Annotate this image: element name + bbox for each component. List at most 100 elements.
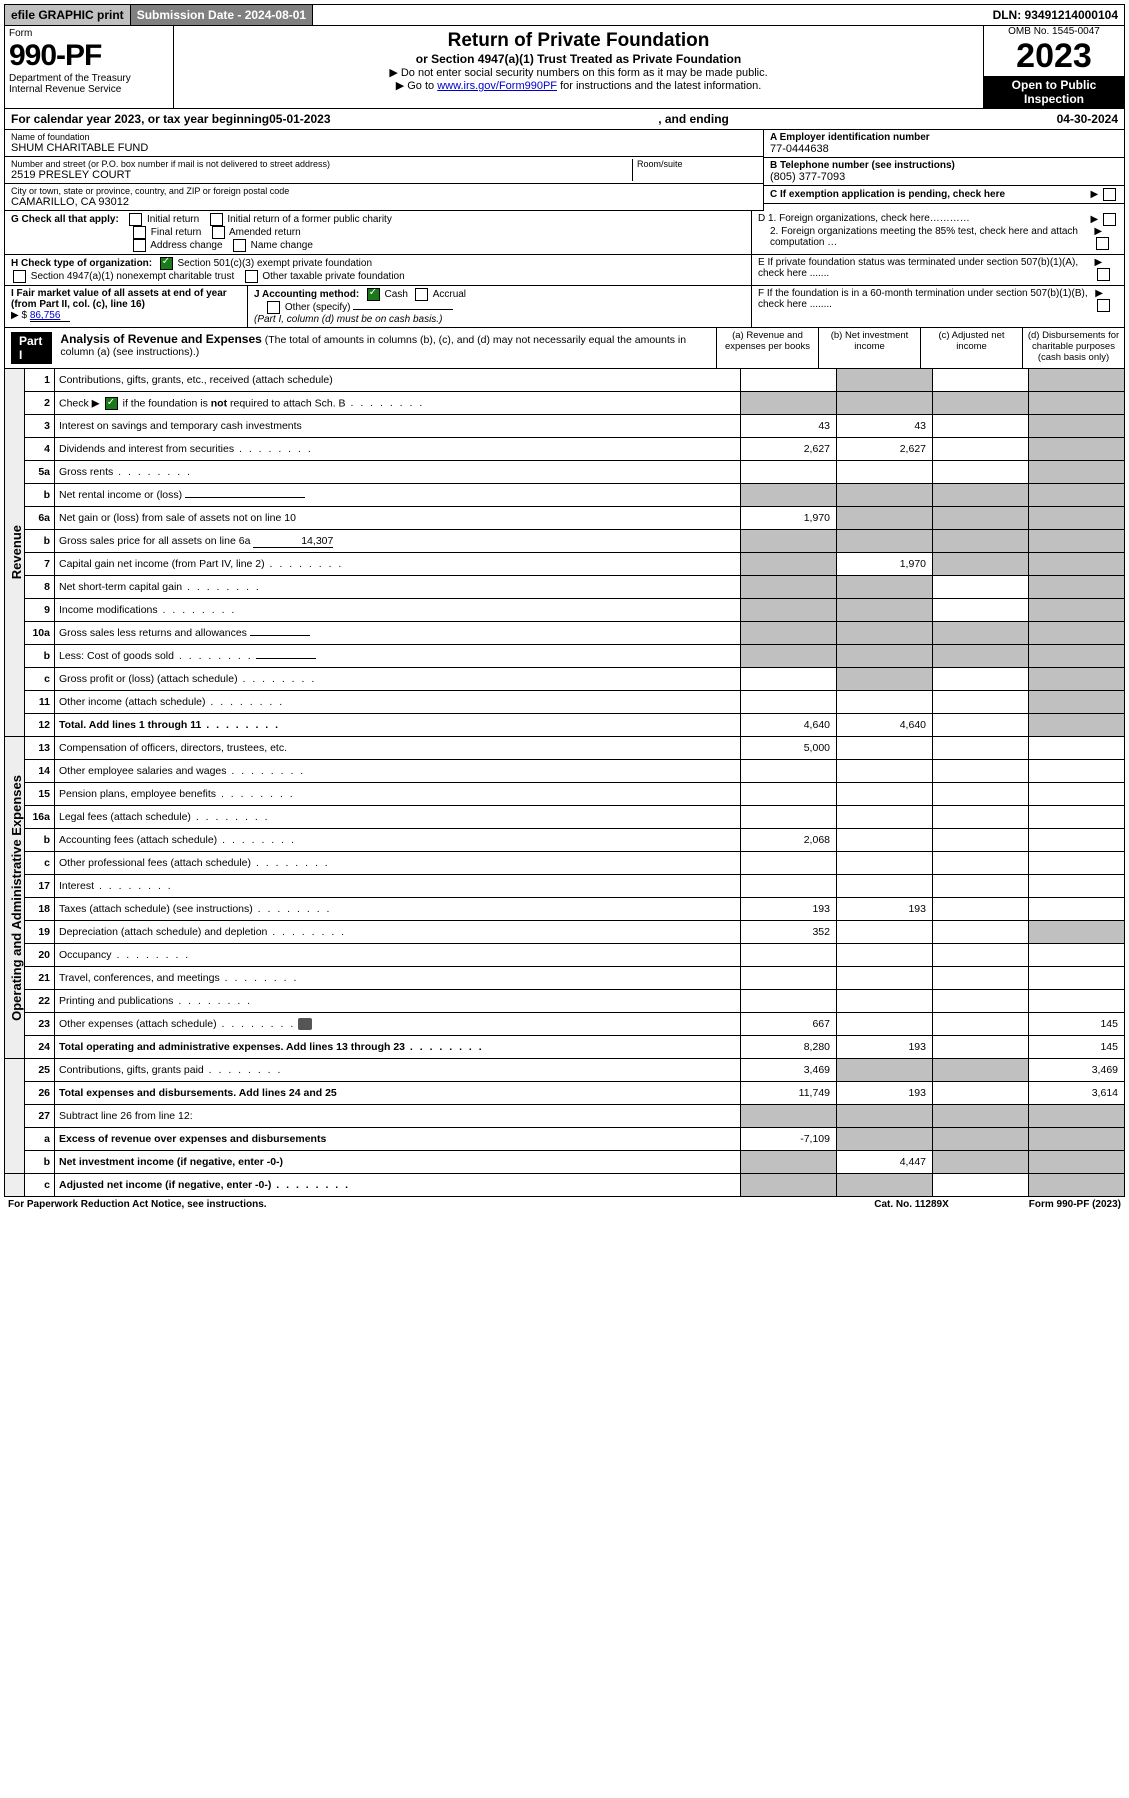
omb: OMB No. 1545-0047 [984,26,1124,37]
form-subtitle: or Section 4947(a)(1) Trust Treated as P… [178,52,979,66]
ty-begin: 05-01-2023 [269,112,330,126]
d2-checkbox[interactable] [1096,237,1109,250]
g-d-row: G Check all that apply: Initial return I… [4,211,1125,255]
g-name-checkbox[interactable] [233,239,246,252]
foundation-name: SHUM CHARITABLE FUND [11,142,757,154]
row-12: 12Total. Add lines 1 through 114,6404,64… [5,714,1125,737]
city-state-zip: CAMARILLO, CA 93012 [11,196,757,208]
g-label: G Check all that apply: [11,214,119,225]
row-8: 8Net short-term capital gain [5,576,1125,599]
f-checkbox[interactable] [1097,299,1110,312]
dln: DLN: 93491214000104 [987,5,1124,25]
g-initial-checkbox[interactable] [129,213,142,226]
part1-tag: Part I [11,332,52,364]
cat-no: Cat. No. 11289X [874,1199,948,1210]
top-bar: efile GRAPHIC print Submission Date - 20… [4,4,1125,26]
row-20: 20Occupancy [5,944,1125,967]
submission-date: Submission Date - 2024-08-01 [131,5,313,25]
j-note: (Part I, column (d) must be on cash basi… [254,314,442,325]
row-1: Revenue 1Contributions, gifts, grants, e… [5,369,1125,392]
col-b-hdr: (b) Net investment income [818,328,920,368]
row-17: 17Interest [5,875,1125,898]
dept-line1: Department of the Treasury [9,73,169,84]
row-24: 24Total operating and administrative exp… [5,1036,1125,1059]
form-header: Form 990-PF Department of the Treasury I… [4,26,1125,109]
form-number-box: Form 990-PF Department of the Treasury I… [5,26,174,108]
form-word: Form [9,28,169,39]
e-checkbox[interactable] [1097,268,1110,281]
schb-checkbox[interactable] [105,397,118,410]
g-address-checkbox[interactable] [133,239,146,252]
row-5b: bNet rental income or (loss) [5,484,1125,507]
street-address: 2519 PRESLEY COURT [11,169,632,181]
j-other-checkbox[interactable] [267,301,280,314]
title-box: Return of Private Foundation or Section … [174,26,983,108]
g-initial-former-checkbox[interactable] [210,213,223,226]
paperwork-notice: For Paperwork Reduction Act Notice, see … [8,1199,267,1210]
row-14: 14Other employee salaries and wages [5,760,1125,783]
row-19: 19Depreciation (attach schedule) and dep… [5,921,1125,944]
c-label: C If exemption application is pending, c… [770,189,1005,200]
row-13: Operating and Administrative Expenses 13… [5,737,1125,760]
city-label: City or town, state or province, country… [11,186,757,196]
h-e-row: H Check type of organization: Section 50… [4,255,1125,286]
fmv-value[interactable]: 86,756 [30,310,70,322]
i-label: I Fair market value of all assets at end… [11,288,227,310]
note-link: ▶ Go to www.irs.gov/Form990PF for instru… [178,79,979,92]
room-label: Room/suite [637,159,757,169]
book-icon[interactable] [298,1018,312,1030]
row-27: 27Subtract line 26 from line 12: [5,1105,1125,1128]
ein-label: A Employer identification number [770,132,1118,143]
h-other-checkbox[interactable] [245,270,258,283]
c-checkbox[interactable] [1103,188,1116,201]
col-c-hdr: (c) Adjusted net income [920,328,1022,368]
row-26: 26Total expenses and disbursements. Add … [5,1082,1125,1105]
tax-year: 2023 [984,37,1124,76]
row-27c: cAdjusted net income (if negative, enter… [5,1174,1125,1197]
row-6b: bGross sales price for all assets on lin… [5,530,1125,553]
expenses-side: Operating and Administrative Expenses [9,775,24,1021]
j-cash-checkbox[interactable] [367,288,380,301]
form-number: 990-PF [9,39,169,73]
h-4947-checkbox[interactable] [13,270,26,283]
g-final-checkbox[interactable] [133,226,146,239]
h-501c3-checkbox[interactable] [160,257,173,270]
row-15: 15Pension plans, employee benefits [5,783,1125,806]
row-6a: 6aNet gain or (loss) from sale of assets… [5,507,1125,530]
ein: 77-0444638 [770,143,1118,155]
j-label: J Accounting method: [254,289,359,300]
irs-link[interactable]: www.irs.gov/Form990PF [437,80,557,92]
i-j-f-row: I Fair market value of all assets at end… [4,286,1125,328]
j-accrual-checkbox[interactable] [415,288,428,301]
row-27a: aExcess of revenue over expenses and dis… [5,1128,1125,1151]
form-ref: Form 990-PF (2023) [1029,1199,1121,1210]
col-d-hdr: (d) Disbursements for charitable purpose… [1022,328,1124,368]
d1-label: D 1. Foreign organizations, check here……… [758,213,970,226]
note-ssn: ▶ Do not enter social security numbers o… [178,66,979,79]
row-2: 2Check ▶ if the foundation is not requir… [5,392,1125,415]
part1-title: Analysis of Revenue and Expenses [60,332,261,346]
calendar-year-row: For calendar year 2023, or tax year begi… [4,109,1125,130]
entity-info: Name of foundation SHUM CHARITABLE FUND … [4,130,1125,211]
col-a-hdr: (a) Revenue and expenses per books [716,328,818,368]
row-11: 11Other income (attach schedule) [5,691,1125,714]
row-22: 22Printing and publications [5,990,1125,1013]
efile-tag[interactable]: efile GRAPHIC print [5,5,131,25]
row-10b: bLess: Cost of goods sold [5,645,1125,668]
row-9: 9Income modifications [5,599,1125,622]
phone: (805) 377-7093 [770,171,1118,183]
row-7: 7Capital gain net income (from Part IV, … [5,553,1125,576]
d1-checkbox[interactable] [1103,213,1116,226]
row-21: 21Travel, conferences, and meetings [5,967,1125,990]
phone-label: B Telephone number (see instructions) [770,160,1118,171]
part1-header: Part I Analysis of Revenue and Expenses … [4,328,1125,369]
year-box: OMB No. 1545-0047 2023 Open to Public In… [983,26,1124,108]
g-amended-checkbox[interactable] [212,226,225,239]
d2-label: 2. Foreign organizations meeting the 85%… [758,226,1094,250]
form-title: Return of Private Foundation [178,30,979,52]
row-25: 25Contributions, gifts, grants paid3,469… [5,1059,1125,1082]
row-16a: 16aLegal fees (attach schedule) [5,806,1125,829]
row-10a: 10aGross sales less returns and allowanc… [5,622,1125,645]
f-label: F If the foundation is in a 60-month ter… [758,288,1095,325]
row-27b: bNet investment income (if negative, ent… [5,1151,1125,1174]
